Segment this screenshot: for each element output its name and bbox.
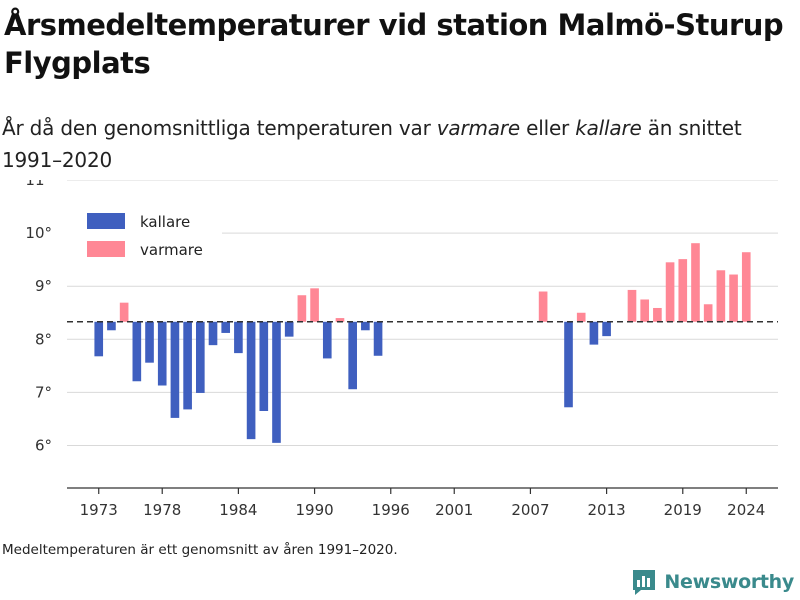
- bar-warmer: [703, 304, 713, 322]
- bar-colder: [361, 321, 370, 331]
- bar-colder: [259, 321, 269, 411]
- bar-colder: [132, 321, 142, 382]
- bar-colder: [221, 321, 231, 333]
- bar-colder: [234, 321, 243, 354]
- x-tick-label: 2001: [435, 501, 473, 519]
- subtitle-prefix: År då den genomsnittliga temperaturen va…: [2, 116, 437, 140]
- x-tick-label: 1984: [219, 501, 257, 519]
- subtitle-warmer: varmare: [436, 116, 520, 140]
- subtitle-suffix: än snittet 1991–2020: [2, 116, 742, 172]
- bar-colder: [195, 321, 205, 393]
- x-tick-label: 2019: [664, 501, 702, 519]
- bar-colder: [94, 321, 104, 357]
- footnote: Medeltemperaturen är ett genomsnitt av å…: [2, 542, 398, 558]
- chart-subtitle: År då den genomsnittliga temperaturen va…: [2, 112, 782, 176]
- newsworthy-logo-icon: [633, 570, 656, 595]
- bars: [94, 243, 751, 443]
- bar-colder: [246, 321, 256, 440]
- bar-colder: [589, 321, 599, 345]
- x-tick-label: 2007: [511, 501, 549, 519]
- brand-name: Newsworthy: [664, 571, 794, 593]
- subtitle-middle: eller: [519, 116, 576, 140]
- bar-warmer: [297, 295, 307, 322]
- bar-colder: [157, 321, 167, 386]
- bar-warmer: [576, 312, 586, 322]
- y-tick-label: 7°: [35, 383, 52, 401]
- subtitle-colder: kallare: [575, 116, 642, 140]
- y-tick-label: 6°: [35, 437, 52, 455]
- legend-label-varmare: varmare: [140, 241, 203, 259]
- bar-colder: [208, 321, 218, 346]
- y-tick-label: 10°: [25, 224, 52, 242]
- bar-warmer: [627, 289, 637, 322]
- bar-colder: [145, 321, 154, 363]
- x-axis-ticks: 1973 1978 1984 1990 1996 2001 2007 2013 2019 2024: [80, 488, 765, 519]
- bar-warmer: [741, 252, 751, 322]
- chart-title: Årsmedeltemperaturer vid station Malmö-S…: [4, 8, 784, 80]
- bar-warmer: [653, 307, 662, 322]
- bar-colder: [373, 321, 383, 356]
- y-tick-label: 8°: [35, 330, 52, 348]
- bar-colder: [170, 321, 180, 418]
- legend-swatch-kallare: [87, 213, 125, 229]
- bar-warmer: [640, 299, 650, 322]
- y-tick-label: 9°: [35, 277, 52, 295]
- bar-colder: [107, 321, 116, 331]
- bar-warmer: [716, 270, 726, 322]
- x-tick-label: 1990: [295, 501, 333, 519]
- bar-warmer: [729, 274, 738, 322]
- x-tick-label: 1996: [372, 501, 410, 519]
- bar-colder: [602, 321, 611, 337]
- bar-warmer: [310, 288, 319, 322]
- x-tick-label: 1978: [143, 501, 181, 519]
- legend-label-kallare: kallare: [140, 213, 190, 231]
- x-tick-label: 2024: [727, 501, 765, 519]
- bar-warmer: [665, 262, 675, 322]
- y-tick-label: 11°: [25, 180, 52, 189]
- legend-swatch-varmare: [87, 241, 125, 257]
- legend: kallare varmare: [62, 200, 222, 268]
- bar-warmer: [335, 318, 345, 322]
- bar-warmer: [678, 259, 688, 322]
- bar-colder: [564, 321, 573, 408]
- bar-colder: [183, 321, 192, 410]
- y-axis-ticks: 6° 7° 8° 9° 10° 11°: [25, 180, 52, 455]
- bar-warmer: [691, 243, 700, 322]
- x-tick-label: 1973: [80, 501, 118, 519]
- bar-colder: [348, 321, 357, 390]
- bar-warmer: [538, 291, 548, 322]
- bar-colder: [322, 321, 332, 359]
- bar-chart: 6° 7° 8° 9° 10° 11° 1973 1978 1984 1990 1996 2001 2…: [25, 180, 778, 519]
- brand-block: Newsworthy: [631, 567, 794, 597]
- bar-colder: [272, 321, 281, 443]
- x-tick-label: 2013: [588, 501, 626, 519]
- bar-warmer: [119, 302, 129, 322]
- bar-colder: [284, 321, 294, 337]
